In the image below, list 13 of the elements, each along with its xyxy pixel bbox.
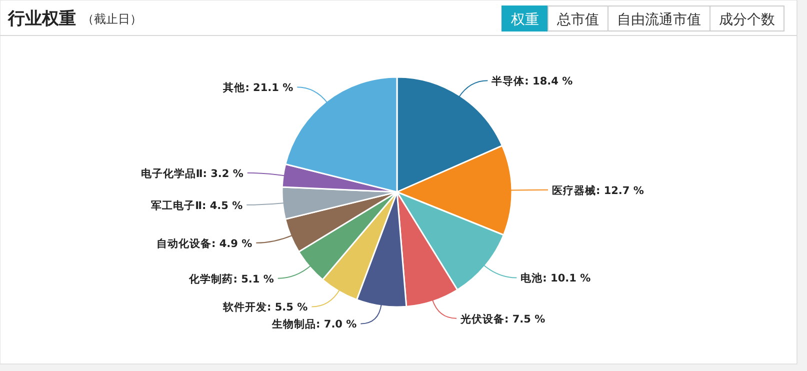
chart-subtitle: （截止日） bbox=[82, 12, 142, 26]
slice-label: 生物制品: 7.0 % bbox=[271, 318, 358, 331]
slice-label: 自动化设备: 4.9 % bbox=[156, 236, 253, 250]
slice-label: 电池: 10.1 % bbox=[520, 272, 592, 285]
slice-label: 化学制药: 5.1 % bbox=[188, 272, 274, 286]
slice-label: 半导体: 18.4 % bbox=[490, 74, 574, 88]
slice-label: 其他: 21.1 % bbox=[222, 81, 294, 94]
slice-label: 光伏设备: 7.5 % bbox=[459, 312, 546, 326]
chart-title: 行业权重 bbox=[7, 9, 76, 29]
slice-label: 软件开发: 5.5 % bbox=[222, 300, 308, 314]
slice-label: 军工电子Ⅱ: 4.5 % bbox=[151, 198, 244, 212]
slice-label: 电子化学品Ⅱ: 3.2 % bbox=[140, 166, 244, 180]
slice-label: 医疗器械: 12.7 % bbox=[552, 184, 644, 197]
